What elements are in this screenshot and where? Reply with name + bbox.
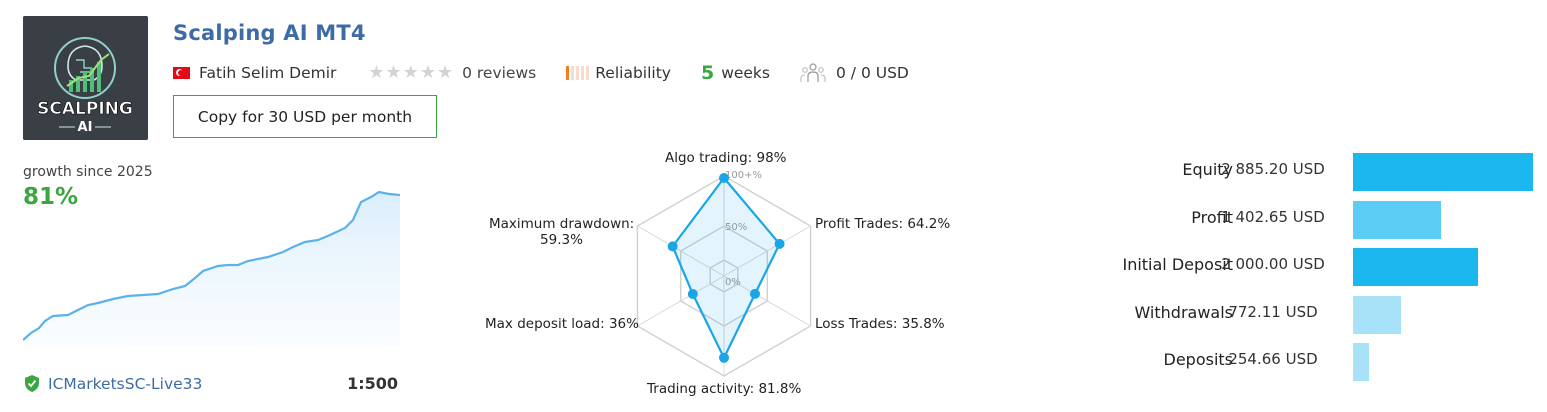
- radar-label-drawdown-value: 59.3%: [540, 232, 583, 248]
- radar-spoke: [723, 275, 811, 327]
- stat-name: Deposits: [1163, 350, 1234, 369]
- reliability-bar-icon: [566, 66, 591, 80]
- stat-bar: [1353, 248, 1478, 286]
- broker-server: ICMarketsSC-Live33: [48, 374, 203, 393]
- reliability-label: Reliability: [595, 64, 671, 82]
- broker-link[interactable]: ICMarketsSC-Live33: [23, 374, 202, 393]
- radar-tick-label: 50%: [725, 222, 747, 233]
- copy-subscribe-button[interactable]: Copy for 30 USD per month: [173, 95, 437, 138]
- growth-value: 81%: [23, 184, 79, 210]
- stat-name: Initial Deposit: [1122, 255, 1233, 274]
- growth-line: [23, 190, 400, 341]
- reviews-count[interactable]: 0 reviews: [462, 64, 537, 82]
- weeks-number: 5: [700, 62, 715, 84]
- radar-label-algo: Algo trading: 98%: [665, 150, 787, 166]
- stat-value: 2 000.00 USD: [1221, 255, 1325, 273]
- growth-label: growth since 2025: [23, 164, 153, 180]
- radar-spoke: [637, 275, 725, 327]
- stat-bar: [1353, 153, 1533, 191]
- stat-row: Initial Deposit 2 000.00 USD: [1050, 245, 1540, 286]
- radar-label-load: Max deposit load: 36%: [485, 316, 639, 332]
- stat-bar: [1353, 295, 1401, 334]
- radar-label-drawdown-name: Maximum drawdown:: [489, 216, 635, 232]
- radar-point: [719, 352, 729, 363]
- subscribers-icon: [800, 62, 826, 84]
- stat-bar: [1353, 343, 1369, 381]
- svg-text:AI: AI: [78, 120, 93, 135]
- stat-name: Equity: [1182, 160, 1233, 179]
- leverage-value: 1:500: [347, 374, 398, 393]
- signal-meta-row: Fatih Selim Demir ★ ★ ★ ★ ★ 0 reviews Re…: [173, 62, 909, 84]
- stat-bar: [1353, 200, 1441, 239]
- weeks-label: weeks: [721, 64, 770, 82]
- radar-point: [687, 289, 698, 299]
- growth-sparkline: [23, 190, 400, 347]
- verified-shield-icon: [23, 374, 41, 393]
- radar-label-profit: Profit Trades: 64.2%: [815, 216, 951, 232]
- star-icon: ★: [402, 62, 419, 83]
- author-name[interactable]: Fatih Selim Demir: [199, 64, 337, 82]
- stat-row: Profit 1 402.65 USD: [1050, 198, 1540, 239]
- star-icon: ★: [368, 62, 385, 83]
- stat-row: Deposits 254.66 USD: [1050, 340, 1540, 381]
- star-icon: ★: [419, 62, 436, 83]
- radar-point: [667, 241, 678, 252]
- radar-point: [719, 173, 729, 183]
- stat-row: Equity 2 885.20 USD: [1050, 150, 1540, 191]
- stat-value: 1 402.65 USD: [1221, 207, 1325, 226]
- rating-stars: ★ ★ ★ ★ ★: [368, 64, 454, 82]
- radar-point: [774, 238, 785, 249]
- subscribers-value: 0 / 0 USD: [836, 64, 909, 82]
- radar-spoke: [637, 225, 725, 277]
- stat-value: 772.11 USD: [1228, 302, 1318, 321]
- stat-name: Withdrawals: [1134, 302, 1233, 322]
- stat-row: Withdrawals 772.11 USD: [1050, 293, 1540, 334]
- signal-title[interactable]: Scalping AI MT4: [173, 21, 366, 45]
- radar-tick-label: 100+%: [725, 170, 762, 181]
- radar-label-loss: Loss Trades: 35.8%: [815, 316, 945, 332]
- radar-chart: 100+% 50% 0% Algo trading: 98% Profit Trad…: [475, 145, 965, 405]
- stat-value: 2 885.20 USD: [1221, 160, 1325, 178]
- growth-area: [23, 192, 400, 347]
- stat-name: Profit: [1191, 207, 1233, 227]
- radar-point: [750, 288, 761, 299]
- star-icon: ★: [436, 62, 454, 83]
- radar-tick-label: 0%: [725, 277, 741, 288]
- star-icon: ★: [385, 62, 402, 83]
- radar-label-activity: Trading activity: 81.8%: [647, 381, 802, 397]
- radar-series-polygon: [671, 176, 781, 361]
- radar-label-drawdown: Maximum drawdown: 59.3%: [489, 216, 634, 248]
- radar-svg: 100+% 50% 0%: [636, 170, 812, 377]
- stat-value: 254.66 USD: [1228, 350, 1318, 368]
- signal-logo: SCALPING AI: [23, 16, 148, 140]
- turkey-flag-icon: [173, 67, 190, 79]
- svg-text:SCALPING: SCALPING: [37, 99, 133, 119]
- radar-spoke: [723, 225, 811, 277]
